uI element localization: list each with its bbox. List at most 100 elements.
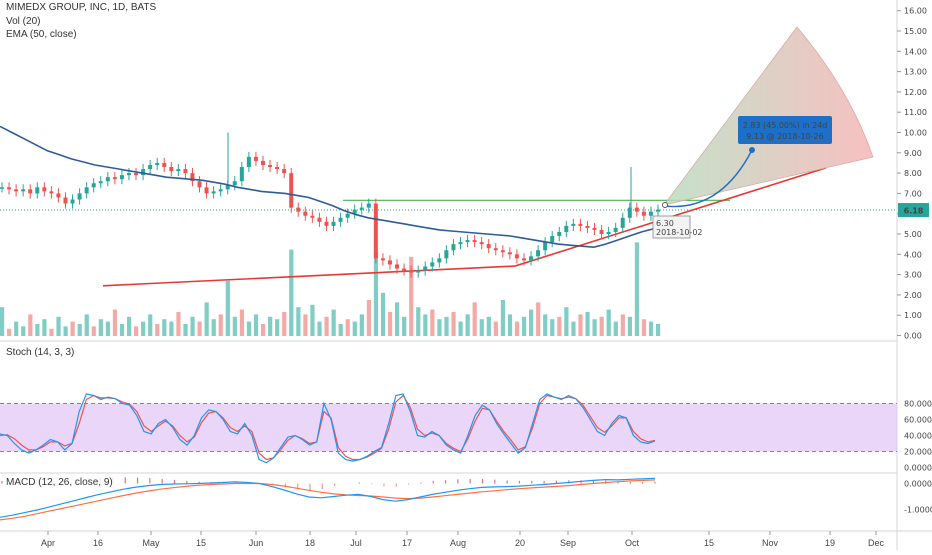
date-label: Apr [41,538,55,548]
price-tick-label: 9.00 [904,149,922,158]
date-label: 17 [402,538,412,548]
volume-legend[interactable]: Vol (20) [4,15,43,28]
volume-bar [225,280,230,336]
volume-bar [0,307,5,336]
price-tick-label: 0.00 [904,332,922,341]
stoch-band [0,403,897,452]
volume-bar [641,319,647,336]
stoch-tick-label: 80.0000 [904,400,932,409]
volume-bar [42,319,47,336]
macd-signal-line [0,479,656,521]
volume-bar [197,321,202,336]
price-tick-label: 4.00 [904,250,922,259]
candle-body [253,156,258,161]
volume-bar [613,321,618,336]
candle-body [204,187,209,194]
stoch-tick-label: 60.0000 [904,416,932,425]
volume-bar [77,324,82,336]
candle-body [373,203,378,259]
candle-body [77,193,82,200]
volume-bar [543,314,548,336]
volume-bar [352,321,357,336]
volume-bar [409,256,414,336]
volume-bar [119,324,125,336]
volume-bar [112,309,118,336]
candle-body [246,156,251,168]
volume-bar [289,249,294,336]
candle-body [84,187,89,194]
price-tick-label: 5.00 [904,230,922,239]
volume-bar [169,321,174,336]
volume-bar [458,321,463,336]
volume-bar [465,314,470,336]
candle-body [606,231,611,234]
symbol-title[interactable]: MIMEDX GROUP, INC, 1D, BATS [4,1,159,14]
volume-bar [359,314,364,336]
volume-bar [218,314,223,336]
date-label: 18 [305,538,315,548]
volume-bar [387,312,393,336]
candle-body [70,199,75,204]
candle-body [91,183,96,188]
candle-body [395,264,400,269]
candle-body [627,207,632,218]
price-tick-label: 11.00 [904,108,927,117]
macd-legend[interactable]: MACD (12, 26, close, 9) [4,476,115,489]
candle-body [585,225,590,228]
candle-body [465,240,470,243]
volume-bar [98,319,103,336]
stoch-legend[interactable]: Stoch (14, 3, 3) [4,346,77,359]
candle-body [282,169,287,174]
volume-bar [366,300,371,336]
candle-body [296,207,301,212]
candles [0,132,660,278]
macd-tick-label: 0.0000 [904,480,932,489]
candle-body [338,217,343,222]
volume-bar [190,316,195,336]
volume-bar [486,316,491,336]
volume-bar [183,324,188,336]
stoch-tick-label: 0.0000 [904,464,932,473]
volume-bar [310,304,315,336]
volume-bar [592,319,597,336]
price-tick-label: 1.00 [904,311,922,320]
target-sub-label: 9.13 @ 2018-10-26 [746,132,823,141]
volume-bar [331,309,336,336]
candle-body [35,187,40,194]
volume-bar [472,302,477,336]
target-label: 2.83 (45.00%) in 24d [743,121,828,130]
volume-bar [35,324,40,336]
volume-bar [148,314,153,336]
volume-bar [514,321,520,336]
candle-body [232,181,237,186]
volume-bar [380,292,386,336]
date-label: 20 [515,538,525,548]
candle-body [190,173,195,182]
volume-bar [521,316,527,336]
volume-bar [105,321,111,336]
candle-body [444,250,449,259]
volume-bar [91,326,96,336]
candle-body [641,211,646,216]
volume-bar [437,319,442,336]
candle-body [500,250,505,253]
ema-legend[interactable]: EMA (50, close) [4,28,79,41]
candle-body [7,187,12,190]
volume-bar [571,321,576,336]
volume-bar [211,319,216,336]
date-label: 15 [196,538,206,548]
target-box-bg [738,116,832,144]
stoch-axis: 80.0000 60.0000 40.0000 20.0000 0.0000 [904,400,932,473]
candle-body [141,169,146,176]
volume-bar [500,300,506,336]
candle-body [56,193,61,198]
volume-bar [260,324,266,336]
projection-curve [663,149,753,208]
candle-body [14,189,19,192]
stoch-k-line [0,393,656,464]
volume-bar [423,314,428,336]
volume-bar [416,307,421,336]
volume-bar [493,321,498,336]
